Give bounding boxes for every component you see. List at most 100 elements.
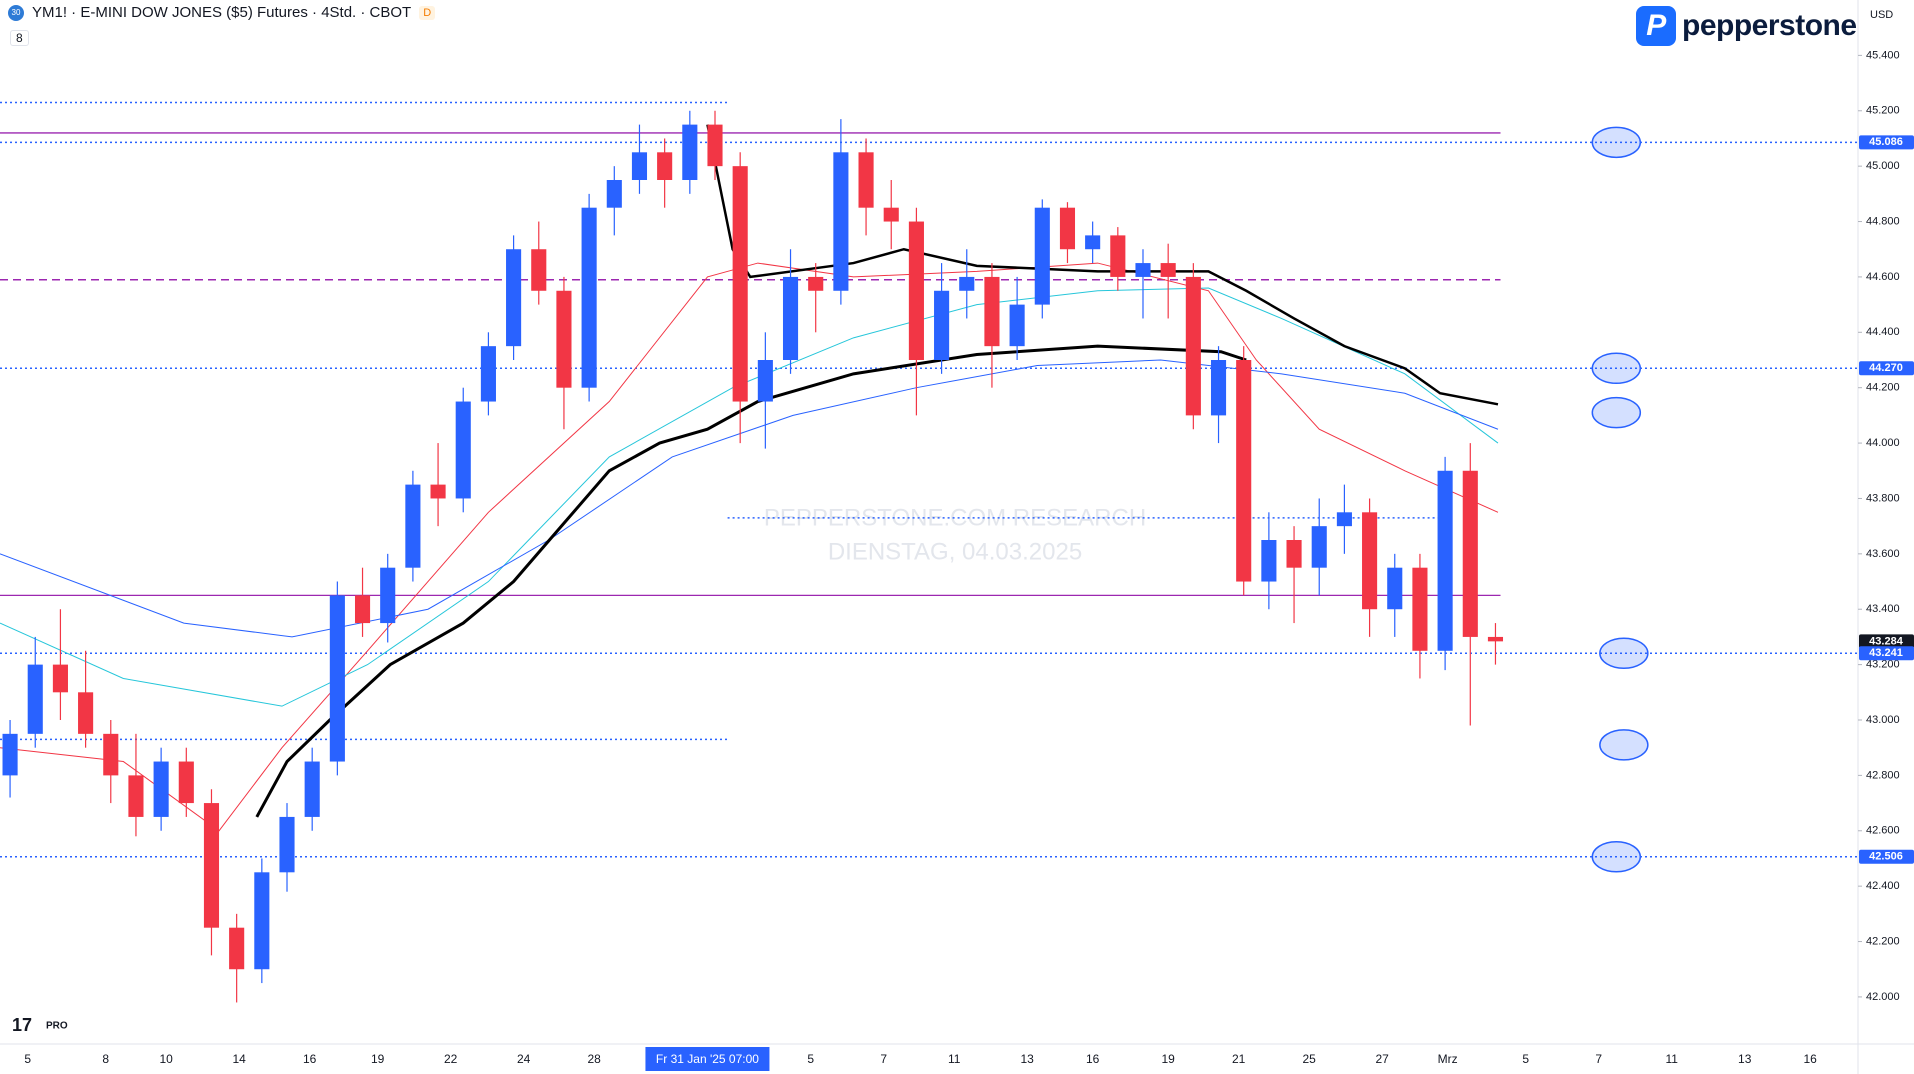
y-tick-label: 43.800: [1866, 492, 1900, 504]
x-tick-label: 7: [880, 1052, 887, 1066]
annotation-ellipse: [1591, 841, 1642, 873]
candle-body: [657, 152, 673, 180]
candle-body: [833, 152, 849, 291]
y-tick-label: 44.400: [1866, 326, 1900, 338]
candle-body: [304, 761, 320, 817]
candle-body: [883, 207, 899, 222]
annotation-ellipse: [1591, 352, 1642, 385]
candle-body: [430, 484, 446, 499]
moving-average: [0, 359, 1499, 638]
candle-body: [808, 276, 824, 291]
x-tick-label: 16: [1086, 1052, 1100, 1066]
candle-body: [52, 664, 68, 693]
x-tick-label: 28: [587, 1052, 601, 1066]
watermark: PEPPERSTONE.COM RESEARCH: [764, 504, 1146, 531]
watermark: DIENSTAG, 04.03.2025: [828, 538, 1082, 565]
moving-average: [0, 262, 1499, 832]
x-tick-label: 5: [24, 1052, 31, 1066]
y-tick-label: 44.800: [1866, 215, 1900, 227]
delay-badge: D: [419, 5, 436, 20]
candle-body: [606, 180, 622, 208]
annotation-ellipse: [1591, 396, 1642, 429]
x-tick-label: 19: [1161, 1052, 1175, 1066]
candle-body: [254, 872, 270, 970]
candle-body: [1462, 470, 1478, 637]
candle-body: [757, 360, 773, 402]
price-label: 43.241: [1869, 647, 1903, 659]
moving-average: [706, 124, 1499, 406]
y-tick-label: 45.200: [1866, 105, 1900, 117]
candle-body: [1135, 263, 1151, 277]
candle-body: [1160, 263, 1176, 277]
candle-body: [354, 595, 371, 624]
candle-body: [279, 816, 295, 873]
candle-body: [732, 166, 748, 402]
x-tick-label: 8: [102, 1052, 109, 1066]
tv-logo-mark: 17: [12, 1015, 32, 1035]
candle-body: [682, 124, 698, 180]
indicator-toggle[interactable]: 8: [10, 30, 29, 46]
candle-body: [1210, 360, 1227, 416]
y-tick-label: 42.600: [1866, 825, 1900, 837]
candle-body: [1009, 304, 1025, 347]
symbol-title[interactable]: YM1! · E-MINI DOW JONES ($5) Futures · 4…: [32, 4, 412, 21]
candle-body: [1236, 360, 1252, 582]
candle-body: [782, 276, 799, 360]
y-tick-label: 44.000: [1866, 437, 1900, 449]
candle-body: [27, 664, 43, 734]
y-tick-label: 42.800: [1866, 769, 1900, 781]
y-tick-label: 44.200: [1866, 382, 1900, 394]
y-tick-label: 42.200: [1866, 935, 1900, 947]
candle-body: [2, 733, 18, 776]
header: 30 YM1! · E-MINI DOW JONES ($5) Futures …: [8, 4, 436, 21]
currency[interactable]: USD: [1870, 9, 1894, 21]
y-tick-label: 43.400: [1866, 603, 1900, 615]
candle-body: [581, 207, 597, 388]
candle-body: [229, 927, 245, 970]
candle-body: [480, 346, 496, 402]
x-tick-label: Fr 31 Jan '25 07:00: [656, 1052, 759, 1066]
candle-body: [1387, 567, 1403, 610]
x-tick-label: 24: [517, 1052, 531, 1066]
brand-logo: P: [1636, 6, 1676, 46]
y-tick-label: 42.400: [1866, 880, 1900, 892]
candle-body: [1185, 276, 1201, 416]
x-tick-label: 13: [1021, 1052, 1035, 1066]
x-tick-label: 14: [232, 1052, 246, 1066]
annotation-ellipse: [1591, 126, 1642, 159]
price-label: 44.270: [1869, 362, 1903, 374]
annotation-ellipse: [1599, 637, 1649, 670]
y-tick-label: 45.000: [1866, 160, 1900, 172]
candle-body: [1362, 512, 1378, 610]
y-tick-label: 43.000: [1866, 714, 1900, 726]
price-label: 45.086: [1869, 136, 1903, 148]
crosshair-label-bg: [645, 1047, 770, 1071]
candle-body: [1110, 235, 1126, 277]
candle-body: [78, 692, 94, 734]
y-tick-label: 44.600: [1866, 271, 1900, 283]
candle-body: [405, 484, 421, 568]
candle-body: [531, 249, 547, 291]
price-label: 42.506: [1869, 851, 1903, 863]
price-label: 43.284: [1869, 635, 1904, 647]
y-tick-label: 45.400: [1866, 49, 1900, 61]
x-tick-label: 25: [1302, 1052, 1316, 1066]
price-label-bg: [1859, 634, 1914, 649]
candle-body: [934, 290, 950, 360]
candle-body: [1085, 235, 1101, 250]
y-tick-label: 43.200: [1866, 659, 1900, 671]
moving-average: [255, 344, 1247, 818]
candle-body: [178, 761, 194, 804]
x-tick-label: 11: [1665, 1052, 1678, 1066]
x-tick-label: 27: [1375, 1052, 1389, 1066]
candle-body: [908, 221, 924, 360]
x-tick-label: 7: [1595, 1052, 1602, 1066]
y-tick-label: 43.600: [1866, 548, 1900, 560]
price-label-bg: [1859, 849, 1914, 864]
x-tick-label: 13: [1738, 1052, 1752, 1066]
candle-body: [1034, 207, 1050, 305]
annotation-ellipse: [1599, 729, 1649, 761]
